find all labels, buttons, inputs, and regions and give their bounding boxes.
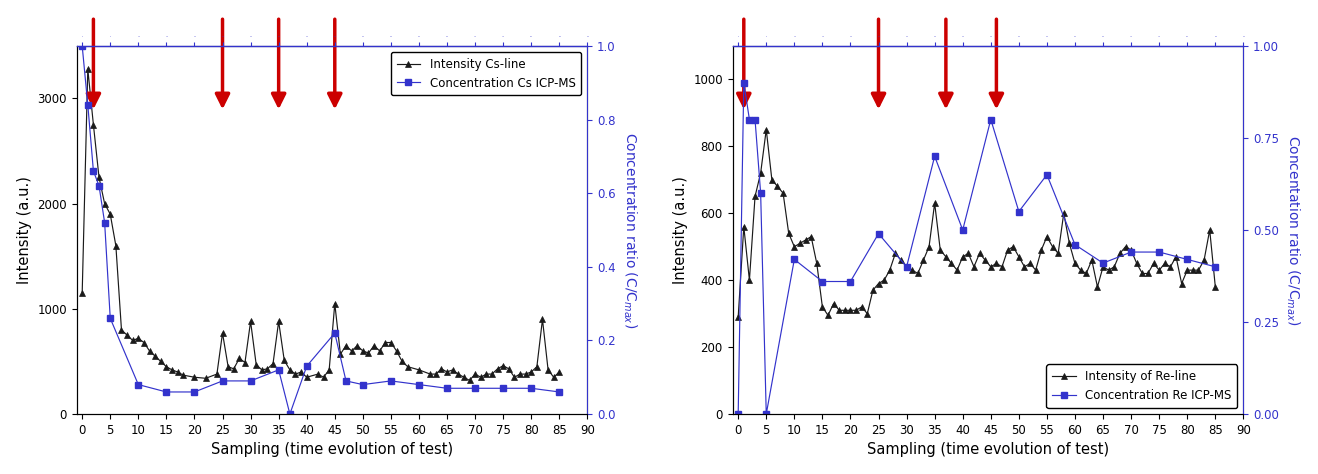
Y-axis label: Concentration ratio (C/C$_{max}$): Concentration ratio (C/C$_{max}$) xyxy=(621,132,638,328)
Y-axis label: Intensity (a.u.): Intensity (a.u.) xyxy=(17,176,32,284)
X-axis label: Sampling (time evolution of test): Sampling (time evolution of test) xyxy=(867,442,1108,457)
X-axis label: Sampling (time evolution of test): Sampling (time evolution of test) xyxy=(211,442,453,457)
Y-axis label: Intensity (a.u.): Intensity (a.u.) xyxy=(672,176,688,284)
Y-axis label: Concentation ratio (C/C$_{max}$): Concentation ratio (C/C$_{max}$) xyxy=(1284,135,1301,325)
Legend: Intensity Cs-line, Concentration Cs ICP-MS: Intensity Cs-line, Concentration Cs ICP-… xyxy=(390,52,581,95)
Legend: Intensity of Re-line, Concentration Re ICP-MS: Intensity of Re-line, Concentration Re I… xyxy=(1046,365,1238,408)
